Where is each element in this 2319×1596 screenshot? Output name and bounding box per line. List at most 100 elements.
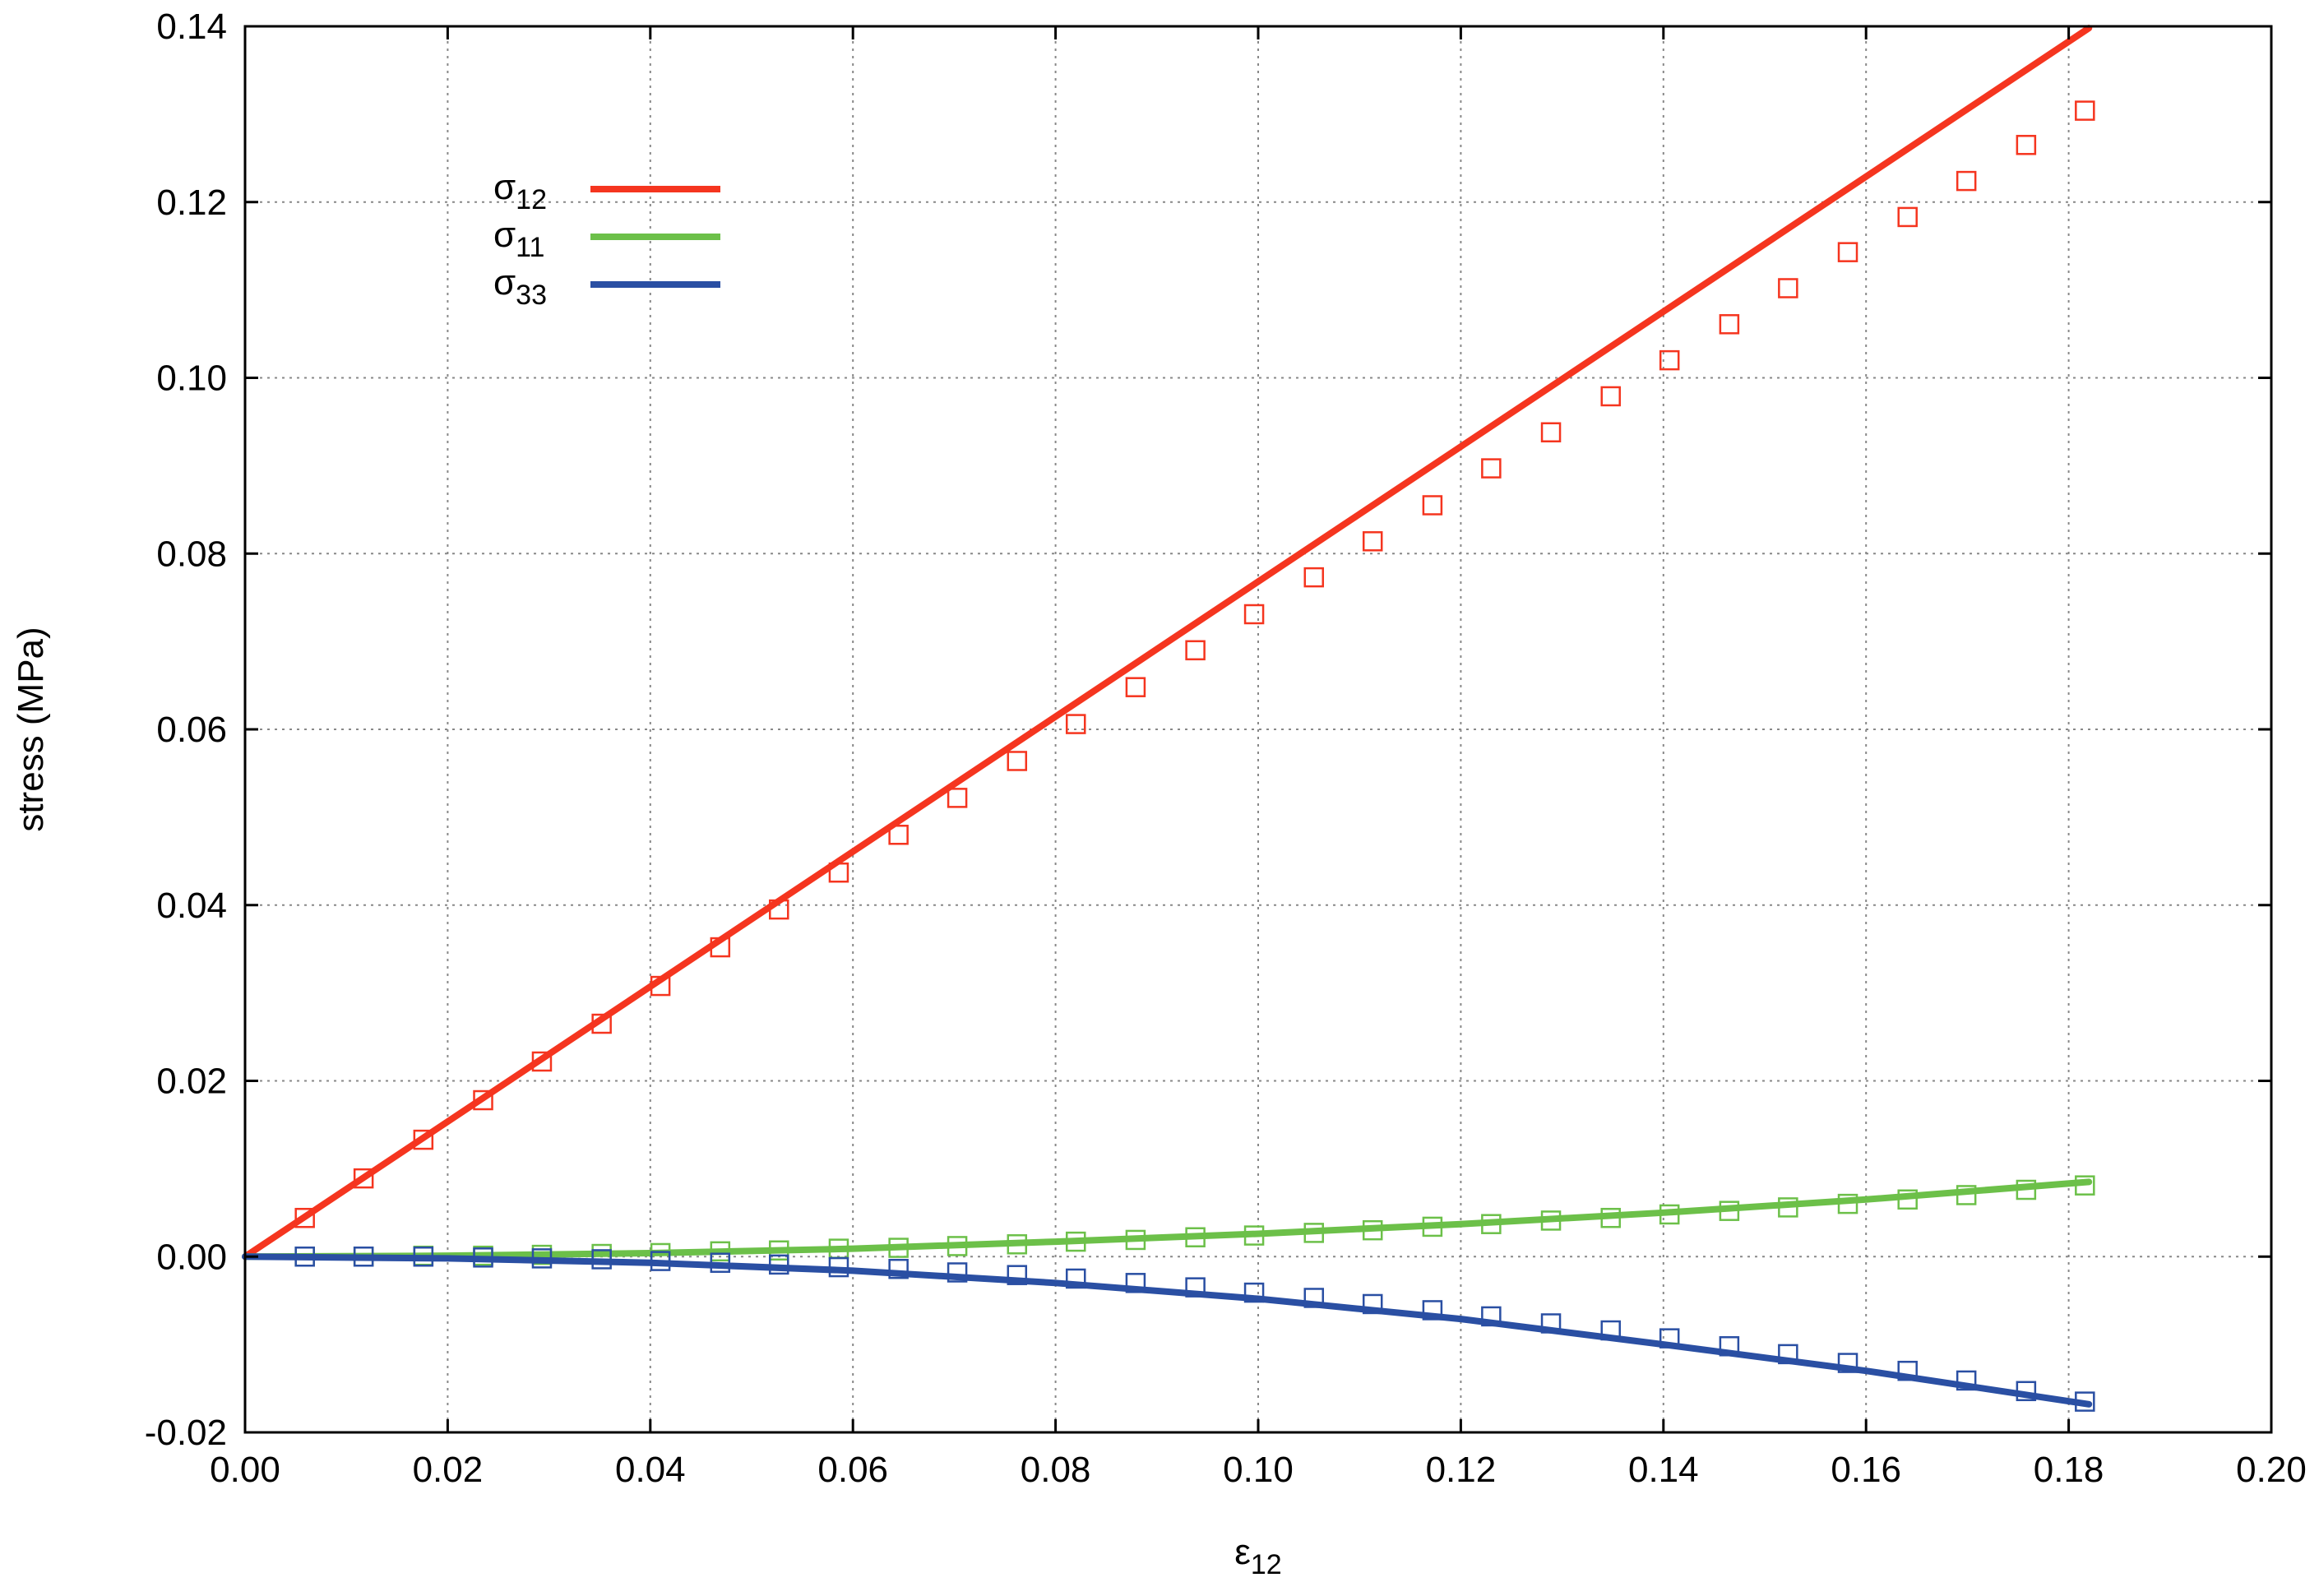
data-point-11 (1778, 1197, 1798, 1218)
data-point-11 (1303, 1223, 1325, 1243)
data-point-12 (888, 825, 909, 845)
data-point-33 (1837, 1353, 1858, 1373)
data-point-33 (1956, 1370, 1977, 1391)
data-point-12 (1600, 386, 1621, 407)
data-point-12 (1065, 714, 1086, 734)
data-point-33 (1303, 1288, 1325, 1308)
data-point-11 (1897, 1189, 1918, 1210)
data-point-33 (1185, 1277, 1206, 1298)
y-tick-label: 0.00 (156, 1237, 227, 1277)
data-point-11 (2075, 1175, 2095, 1196)
legend-label-11: σ11 (493, 215, 544, 263)
series-11 (242, 1175, 2095, 1267)
data-point-11 (1422, 1216, 1443, 1237)
y-tick-label: 0.12 (156, 183, 227, 223)
data-point-33 (1481, 1306, 1502, 1327)
y-axis-label: stress (MPa) (11, 627, 51, 831)
legend-label-12: σ12 (493, 167, 547, 215)
data-point-11 (1956, 1185, 1977, 1205)
data-point-12 (1125, 677, 1146, 697)
data-point-12 (353, 1168, 374, 1189)
data-point-12 (1007, 751, 1028, 771)
x-tick-label: 0.20 (2236, 1450, 2307, 1490)
data-point-11 (1600, 1207, 1621, 1228)
x-tick-label: 0.18 (2034, 1450, 2104, 1490)
data-point-12 (1422, 495, 1443, 516)
data-point-11 (1007, 1234, 1028, 1255)
series-line-11 (242, 1178, 2093, 1261)
x-tick-label: 0.06 (817, 1450, 888, 1490)
data-point-33 (650, 1251, 671, 1271)
series-33 (242, 1247, 2095, 1412)
y-tick-label: 0.06 (156, 710, 227, 750)
x-tick-label: 0.16 (1831, 1450, 1901, 1490)
y-tick-label: 0.02 (156, 1062, 227, 1102)
data-point-12 (1303, 567, 1325, 588)
data-point-11 (1125, 1229, 1146, 1251)
data-point-11 (1659, 1204, 1680, 1225)
series-line-33 (242, 1253, 2093, 1408)
x-tick-label: 0.10 (1223, 1450, 1294, 1490)
x-tick-label: 0.08 (1021, 1450, 1091, 1490)
data-point-33 (710, 1252, 731, 1273)
data-point-12 (650, 975, 671, 997)
x-axis-label-subscript: 12 (1251, 1549, 1282, 1580)
data-point-33 (828, 1256, 849, 1278)
data-point-33 (413, 1247, 434, 1267)
x-tick-label: 0.02 (413, 1450, 484, 1490)
data-point-11 (888, 1237, 909, 1258)
y-tick-label: 0.04 (156, 886, 227, 926)
data-point-33 (1125, 1273, 1146, 1293)
data-point-11 (1540, 1210, 1562, 1231)
data-point-33 (1243, 1282, 1265, 1303)
data-point-12 (1837, 242, 1858, 262)
data-point-33 (294, 1247, 315, 1267)
data-point-12 (1481, 458, 1502, 479)
tick-layer: 0.00 0.02 0.04 0.06 0.08 0.10 0.12 0.14 0.16 0.18… (145, 7, 2307, 1490)
legend-label-33: σ33 (493, 262, 547, 311)
data-point-33 (353, 1247, 374, 1267)
y-tick-label: -0.02 (145, 1413, 227, 1453)
data-point-12 (1659, 349, 1680, 371)
data-point-33 (888, 1258, 909, 1279)
data-point-12 (294, 1207, 315, 1228)
data-point-12 (2016, 135, 2037, 155)
x-axis-label-symbol: ε (1234, 1532, 1251, 1572)
series-12 (242, 25, 2095, 1261)
data-point-12 (769, 899, 789, 920)
data-point-33 (1897, 1360, 1918, 1381)
data-point-11 (1837, 1193, 1858, 1214)
data-point-12 (1185, 640, 1206, 661)
y-tick-label: 0.14 (156, 7, 227, 47)
data-point-12 (2075, 100, 2095, 121)
data-point-12 (1778, 278, 1798, 298)
data-point-12 (473, 1089, 493, 1111)
data-point-33 (1778, 1344, 1798, 1365)
data-point-11 (1362, 1219, 1383, 1241)
data-point-12 (1362, 531, 1383, 552)
data-point-11 (769, 1240, 789, 1261)
data-point-33 (473, 1247, 493, 1268)
data-point-12 (413, 1129, 434, 1150)
data-point-11 (1065, 1231, 1086, 1252)
data-point-33 (591, 1249, 612, 1270)
data-point-11 (2016, 1179, 2037, 1200)
data-point-33 (2016, 1381, 2037, 1402)
data-point-12 (531, 1051, 553, 1072)
data-point-33 (1540, 1313, 1562, 1334)
data-point-12 (710, 937, 731, 958)
data-point-12 (1897, 206, 1918, 228)
data-point-33 (1422, 1300, 1443, 1321)
y-tick-label: 0.08 (156, 534, 227, 574)
data-point-11 (1719, 1200, 1740, 1221)
data-point-33 (947, 1262, 968, 1283)
x-tick-label: 0.04 (615, 1450, 686, 1490)
x-tick-label: 0.00 (210, 1450, 280, 1490)
data-point-12 (1719, 314, 1740, 335)
y-tick-label: 0.10 (156, 359, 227, 399)
data-point-12 (1243, 604, 1265, 625)
series-layer (242, 25, 2095, 1412)
